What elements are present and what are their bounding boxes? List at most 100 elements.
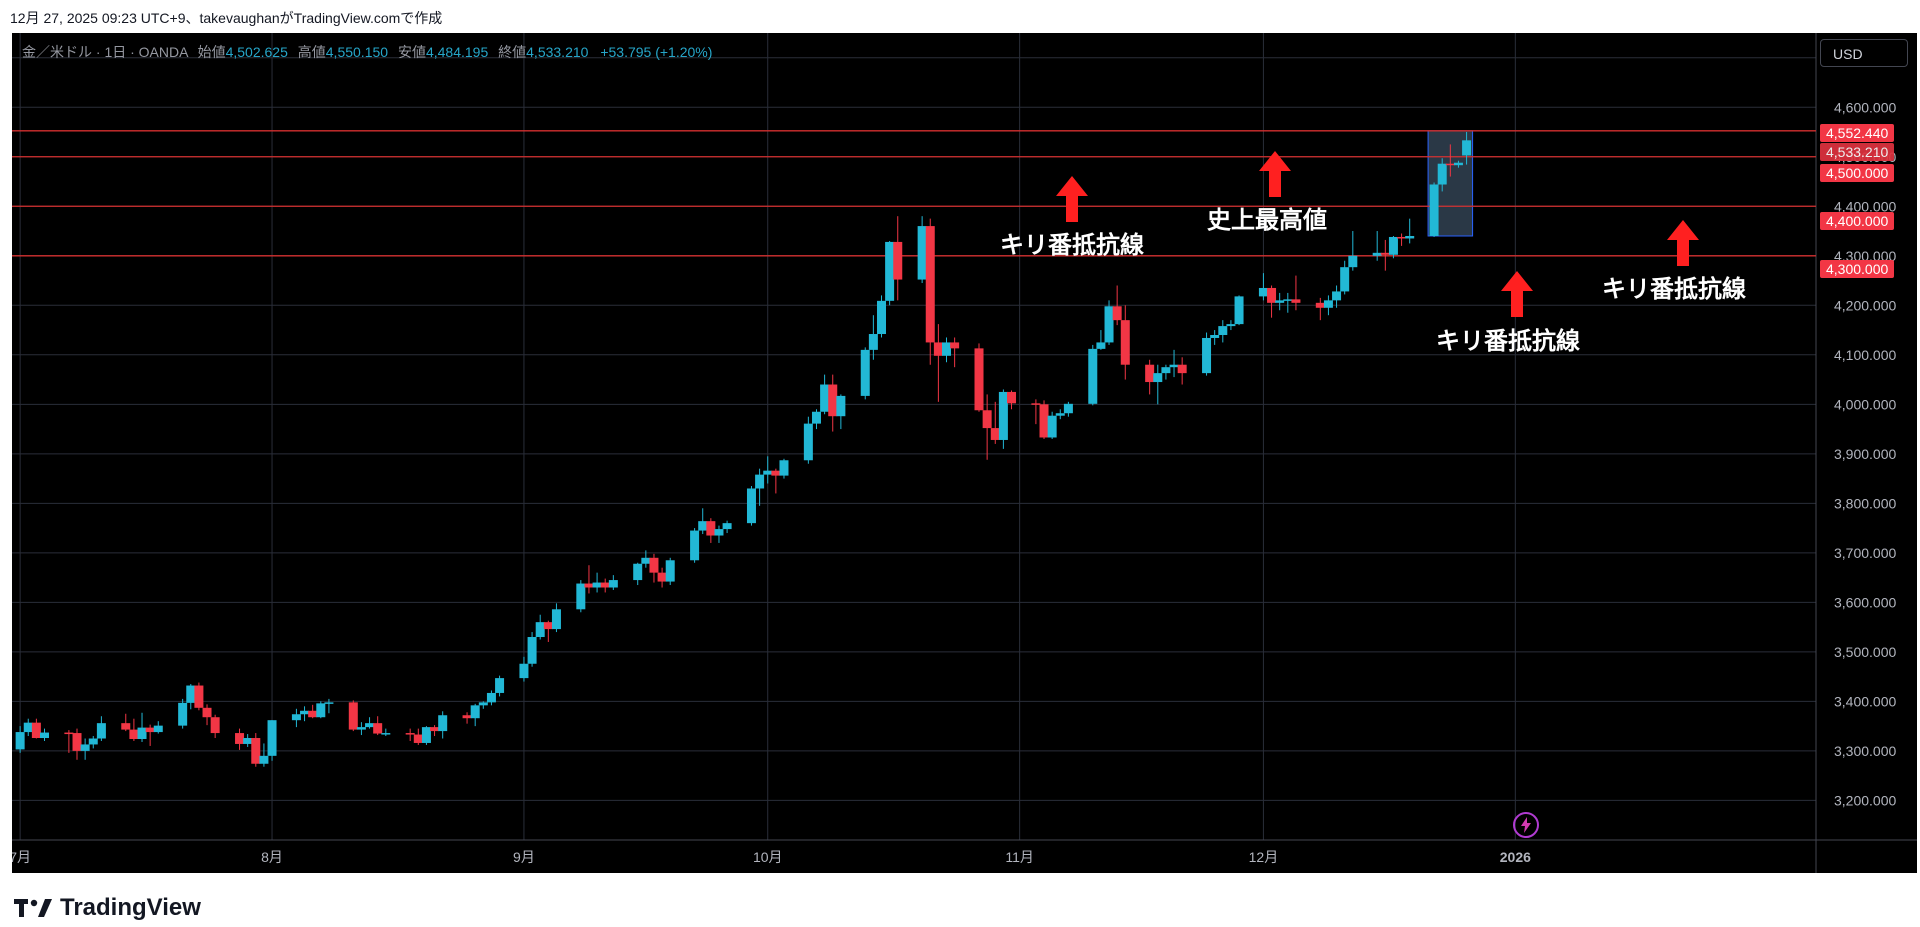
candle-body: [291, 714, 301, 721]
candle-body: [1234, 296, 1244, 325]
candle-body: [300, 710, 310, 715]
candle-body: [1291, 299, 1301, 303]
candle-body: [876, 300, 886, 335]
candle-body: [486, 692, 496, 703]
x-tick-label: 12月: [1249, 849, 1279, 865]
candle-body: [1063, 403, 1073, 414]
candle-body: [235, 733, 245, 744]
caption: 12月 27, 2025 09:23 UTC+9、takevaughanがTra…: [10, 10, 443, 26]
candle-body: [982, 410, 992, 429]
candle-body: [1267, 287, 1277, 303]
tradingview-logo-icon: [14, 899, 52, 917]
candle-body: [1039, 404, 1049, 438]
candle-body: [405, 733, 415, 735]
candle-body: [917, 226, 927, 280]
candle-body: [356, 727, 366, 730]
candle-body: [803, 423, 813, 461]
candle-body: [543, 622, 553, 630]
candle-body: [519, 663, 529, 679]
x-tick-label: 8月: [261, 849, 283, 865]
close-value: 4,533.210: [526, 44, 589, 60]
candle-body: [584, 583, 594, 588]
candle-body: [1161, 367, 1171, 374]
candle-body: [608, 580, 618, 588]
candle-body: [1177, 364, 1187, 374]
candle-body: [1112, 306, 1122, 321]
candle-body: [1210, 335, 1220, 338]
y-tick-label: 4,400.000: [1834, 198, 1896, 214]
candle-body: [194, 685, 204, 708]
candle-body: [933, 342, 943, 356]
candle-body: [690, 530, 700, 561]
candle-body: [1437, 163, 1447, 185]
tradingview-logo[interactable]: TradingView: [14, 894, 201, 922]
candle-body: [23, 722, 33, 733]
high-label: 高値: [297, 44, 326, 60]
close-label: 終値: [498, 44, 527, 60]
low-label: 安値: [397, 44, 426, 60]
candle-body: [145, 727, 155, 733]
high-value: 4,550.150: [325, 44, 389, 60]
annotation-all-time-high: 史上最高値: [1207, 206, 1327, 234]
candle-body: [308, 710, 318, 718]
candle-body: [1007, 391, 1017, 404]
candle-body: [470, 705, 480, 719]
candle-body: [1397, 236, 1407, 239]
candle-body: [1315, 302, 1325, 308]
arrow-up-icon: [1667, 220, 1699, 266]
candle-body: [80, 744, 90, 751]
x-tick-label: 11月: [1005, 849, 1034, 865]
candle-body: [698, 521, 708, 531]
candle-body: [1088, 348, 1098, 404]
chart-area[interactable]: 3,200.000 3,300.000 3,400.000 3,500.000 3,60…: [12, 33, 1917, 873]
candle-body: [1388, 236, 1398, 255]
candle-body: [1283, 299, 1293, 301]
candle-body: [755, 474, 765, 489]
candle-body: [40, 732, 50, 739]
candle-body: [722, 523, 732, 530]
candle-body: [998, 391, 1008, 440]
candle-body: [649, 557, 659, 573]
candle-body: [1332, 291, 1342, 301]
candle-body: [592, 582, 602, 588]
price-tag-4552: 4,552.440: [1820, 124, 1895, 142]
arrow-up-icon: [1259, 151, 1291, 197]
candle-body: [868, 334, 878, 350]
candle-body: [1372, 252, 1382, 256]
candle-body: [527, 637, 537, 664]
y-tick-label: 3,200.000: [1834, 792, 1896, 808]
candlestick-chart[interactable]: 3,200.000 3,300.000 3,400.000 3,500.000 3,60…: [12, 33, 1917, 873]
brand-name: TradingView: [60, 894, 201, 921]
lightning-icon[interactable]: [1512, 811, 1540, 839]
arrow-up-icon: [1056, 176, 1088, 222]
candle-body: [96, 723, 106, 739]
candle-body: [348, 702, 358, 730]
candle-body: [1323, 300, 1333, 308]
price-tag-4500: 4,500.000: [1820, 164, 1895, 182]
candle-body: [1153, 373, 1163, 383]
candle-body: [1047, 415, 1057, 438]
candle-body: [657, 572, 667, 582]
candle-body: [1348, 255, 1358, 268]
candle-body: [860, 349, 870, 396]
candle-body: [178, 702, 188, 726]
candle-body: [438, 715, 448, 732]
symbol-label[interactable]: 金／米ドル · 1日 · OANDA: [22, 44, 188, 60]
candle-body: [1462, 140, 1472, 156]
candle-body: [551, 609, 561, 630]
candle-body: [1202, 337, 1212, 374]
candle-body: [974, 348, 984, 411]
candle-body: [259, 755, 269, 764]
candle-body: [137, 727, 147, 740]
candle-body: [925, 226, 935, 343]
y-tick-label: 4,100.000: [1834, 347, 1896, 363]
candle-body: [462, 715, 472, 719]
candle-body: [1120, 320, 1130, 365]
candle-body: [893, 241, 903, 280]
candle-body: [828, 384, 838, 417]
candle-body: [665, 560, 675, 582]
candle-body: [186, 685, 196, 703]
candle-body: [641, 557, 651, 564]
currency-button[interactable]: USD: [1820, 39, 1908, 67]
candle-body: [153, 725, 163, 733]
